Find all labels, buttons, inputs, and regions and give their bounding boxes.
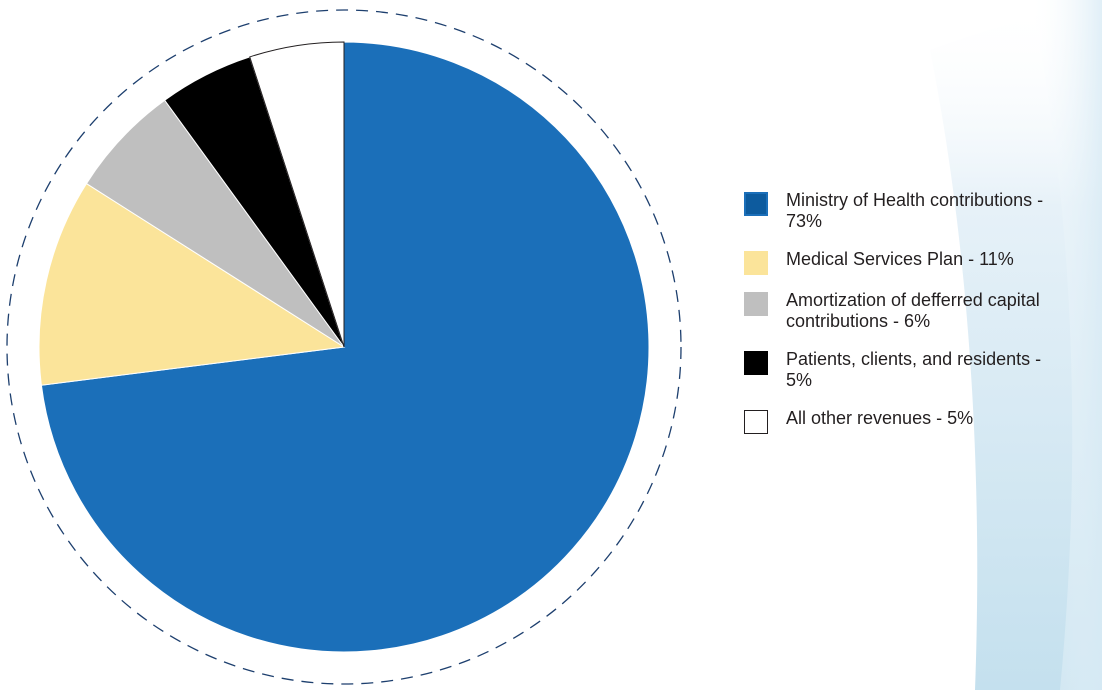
legend-swatch-all-other-revenues <box>744 410 768 434</box>
pie-slices <box>39 42 649 652</box>
legend-item-medical-services-plan: Medical Services Plan - 11% <box>744 249 1102 273</box>
legend-swatch-patients-clients-residents <box>744 351 768 375</box>
legend-item-ministry-of-health: Ministry of Health contributions - 73% <box>744 190 1046 232</box>
legend-item-amortization: Amortization of defferred capital contri… <box>744 290 1046 332</box>
legend-label: Medical Services Plan - 11% <box>786 249 1102 270</box>
legend-swatch-medical-services-plan <box>744 251 768 275</box>
legend-label: Patients, clients, and residents - 5% <box>786 349 1046 391</box>
legend-label: Amortization of defferred capital contri… <box>786 290 1046 332</box>
chart-legend: Ministry of Health contributions - 73% M… <box>744 190 1102 449</box>
legend-swatch-ministry-of-health <box>744 192 768 216</box>
legend-swatch-amortization <box>744 292 768 316</box>
pie-chart <box>0 0 700 690</box>
legend-item-all-other-revenues: All other revenues - 5% <box>744 408 1102 432</box>
legend-label: Ministry of Health contributions - 73% <box>786 190 1046 232</box>
legend-item-patients-clients-residents: Patients, clients, and residents - 5% <box>744 349 1046 391</box>
legend-label: All other revenues - 5% <box>786 408 1102 429</box>
